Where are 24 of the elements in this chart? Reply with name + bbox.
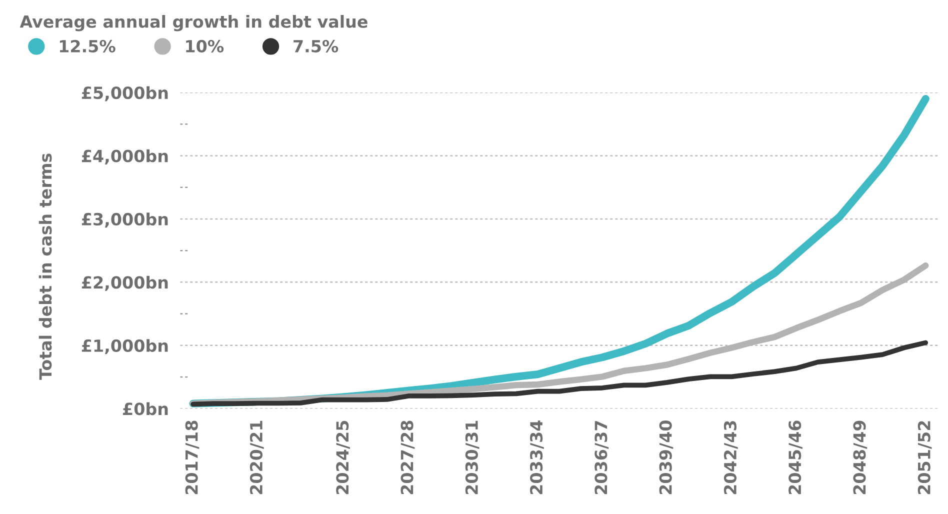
x-tick-label: 2024/25 bbox=[336, 420, 350, 494]
legend-label: 12.5% bbox=[60, 40, 116, 52]
y-tick-label: £5,000bn bbox=[82, 86, 168, 102]
x-tick-label: 2039/40 bbox=[659, 420, 674, 494]
y-tick-label: £4,000bn bbox=[82, 149, 168, 164]
x-tick-label: 2020/21 bbox=[250, 420, 264, 494]
line-series bbox=[190, 340, 928, 407]
x-tick-label: 2042/43 bbox=[724, 421, 738, 494]
y-tick-label: £2,000bn bbox=[82, 276, 168, 291]
legend-label: 10% bbox=[186, 40, 224, 52]
legend-title: Average annual growth in debt value bbox=[20, 15, 368, 32]
y-tick-label: £3,000bn bbox=[82, 212, 168, 228]
y-tick-label: £1,000bn bbox=[82, 339, 168, 354]
x-tick-label: 2051/52 bbox=[918, 421, 932, 494]
x-tick-label: 2048/49 bbox=[853, 420, 868, 494]
x-tick-label: 2033/34 bbox=[530, 420, 544, 494]
x-tick-label: 2017/18 bbox=[185, 420, 200, 494]
y-tick-label: £0bn bbox=[123, 402, 168, 416]
y-axis-title: Total debt in cash terms bbox=[38, 154, 52, 380]
x-tick-label: 2030/31 bbox=[465, 420, 480, 494]
legend-label: 7.5% bbox=[294, 40, 338, 52]
x-tick-label: 2036/37 bbox=[594, 421, 609, 494]
x-tick-label: 2045/46 bbox=[788, 420, 802, 494]
x-tick-label: 2027/28 bbox=[400, 420, 415, 494]
